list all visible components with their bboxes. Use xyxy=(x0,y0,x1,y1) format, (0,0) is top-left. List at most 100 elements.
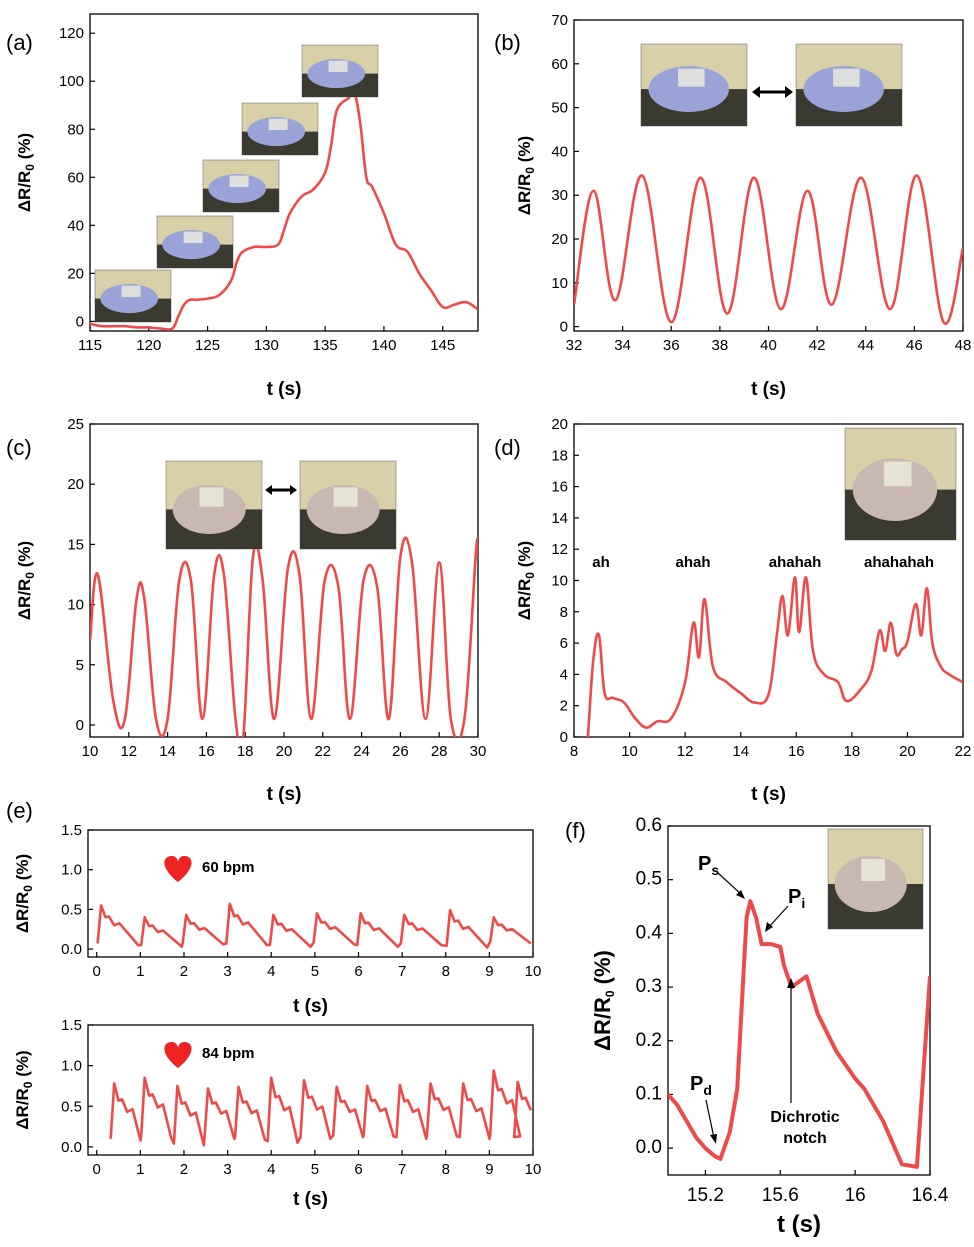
x-tick-label: 120 xyxy=(136,337,161,354)
plot-frame xyxy=(87,1024,534,1156)
x-axis-label: t (s) xyxy=(293,996,328,1017)
label-part: (%) xyxy=(13,854,32,885)
x-tick-label: 40 xyxy=(760,337,777,354)
inset-photo xyxy=(827,828,924,930)
y-tick-label: 60 xyxy=(67,169,84,186)
x-tick-label: 9 xyxy=(485,963,493,980)
photo-sensor xyxy=(883,461,912,487)
x-tick-label: 9 xyxy=(485,1161,493,1178)
label-part: 0 xyxy=(21,885,35,892)
label-part: ΔR/R xyxy=(515,579,534,621)
series-line xyxy=(90,536,478,737)
x-tick-label: 24 xyxy=(353,743,370,760)
inset-photo xyxy=(844,427,957,541)
y-tick-label: 70 xyxy=(551,12,568,29)
heart-icon xyxy=(164,856,192,882)
x-tick-label: 12 xyxy=(120,743,137,760)
annotation: ahahah xyxy=(769,554,822,571)
photo-sensor xyxy=(229,175,249,188)
x-tick-label: 3 xyxy=(223,963,231,980)
y-tick-label: 100 xyxy=(59,73,84,90)
x-tick-label: 28 xyxy=(431,743,448,760)
x-tick-label: 8 xyxy=(442,963,450,980)
series-line xyxy=(90,90,478,331)
label-part: (%) xyxy=(15,133,34,164)
label-part: 0 xyxy=(23,164,37,171)
y-tick-label: 50 xyxy=(551,100,568,117)
panel-label: (c) xyxy=(6,435,32,460)
arrowhead-pi xyxy=(765,922,773,932)
x-tick-label: 0 xyxy=(93,963,101,980)
y-tick-label: 18 xyxy=(551,447,568,464)
photo-sensor xyxy=(328,60,348,73)
photo-sensor xyxy=(268,118,288,131)
photo-hand xyxy=(648,66,729,113)
y-tick-label: 0 xyxy=(76,717,84,734)
label-part: (%) xyxy=(15,541,34,572)
label-part: 0 xyxy=(23,572,37,579)
x-tick-label: 44 xyxy=(857,337,874,354)
x-tick-label: 20 xyxy=(276,743,293,760)
x-tick-label: 32 xyxy=(566,337,583,354)
annotation-pd: Pd xyxy=(690,1073,712,1098)
y-axis-label: ΔR/R0 (%) xyxy=(15,133,37,212)
photo-sensor xyxy=(333,487,358,507)
annotation-ps: Ps xyxy=(698,853,719,878)
x-tick-label: 26 xyxy=(392,743,409,760)
label-part: (%) xyxy=(515,541,534,572)
y-tick-label: 20 xyxy=(67,476,84,493)
y-tick-label: 6 xyxy=(560,635,568,652)
inset-photo xyxy=(156,215,234,269)
label-part: ΔR/R xyxy=(13,892,32,934)
x-axis-label: t (s) xyxy=(751,784,786,805)
arrow-heads xyxy=(265,485,297,495)
y-tick-label: 1.0 xyxy=(61,1058,82,1075)
y-tick-label: 0.3 xyxy=(636,976,662,997)
x-tick-label: 22 xyxy=(314,743,331,760)
y-tick-label: 0.4 xyxy=(636,922,663,943)
x-tick-label: 16 xyxy=(845,1185,866,1206)
plot-frame xyxy=(87,829,534,958)
y-axis-label: ΔR/R0 (%) xyxy=(13,1050,35,1129)
x-tick-label: 125 xyxy=(195,337,220,354)
x-tick-label: 22 xyxy=(955,743,972,760)
y-tick-label: 0.2 xyxy=(636,1030,662,1051)
y-axis-label: ΔR/R0 (%) xyxy=(13,854,35,933)
y-tick-label: 30 xyxy=(551,187,568,204)
x-tick-label: 8 xyxy=(442,1161,450,1178)
y-axis-label: ΔR/R0 (%) xyxy=(590,950,617,1051)
y-axis-label: ΔR/R0 (%) xyxy=(515,136,537,215)
x-tick-label: 4 xyxy=(267,963,275,980)
photo-hand xyxy=(803,66,884,113)
x-tick-label: 1 xyxy=(136,963,144,980)
x-tick-label: 20 xyxy=(899,743,916,760)
series-line xyxy=(668,899,930,1169)
y-tick-label: 2 xyxy=(560,698,568,715)
x-tick-label: 30 xyxy=(470,743,487,760)
x-tick-label: 42 xyxy=(809,337,826,354)
x-tick-label: 3 xyxy=(223,1161,231,1178)
photo-hand xyxy=(852,458,938,521)
x-tick-label: 16.4 xyxy=(912,1185,949,1206)
series-line xyxy=(586,576,963,737)
annotation-notch: Dichrotic xyxy=(770,1109,839,1126)
chart-b: 32 34 36 38 40 42 44 46 48 0 10 20 30 40 50 60 70 t (s) ΔR… xyxy=(494,12,971,400)
x-tick-label: 2 xyxy=(180,963,188,980)
label-part: (%) xyxy=(13,1050,32,1081)
x-tick-label: 6 xyxy=(354,1161,362,1178)
y-tick-label: 20 xyxy=(551,231,568,248)
x-tick-label: 0 xyxy=(93,1161,101,1178)
x-tick-label: 135 xyxy=(313,337,338,354)
chart-e2: 0 1 2 3 4 5 6 7 8 9 100.00.51.01.5t (s)ΔR/R0 (%) 84… xyxy=(13,1017,541,1210)
x-tick-label: 145 xyxy=(430,337,455,354)
x-tick-label: 10 xyxy=(525,1161,542,1178)
photo-sensor xyxy=(678,68,705,87)
y-tick-label: 12 xyxy=(551,541,568,558)
panel-label: (f) xyxy=(565,818,586,843)
arrowhead-pd xyxy=(710,1134,717,1144)
inset-photo xyxy=(94,269,172,323)
y-tick-label: 120 xyxy=(59,25,84,42)
inset-photo xyxy=(165,460,263,550)
x-axis-label: t (s) xyxy=(267,379,302,400)
